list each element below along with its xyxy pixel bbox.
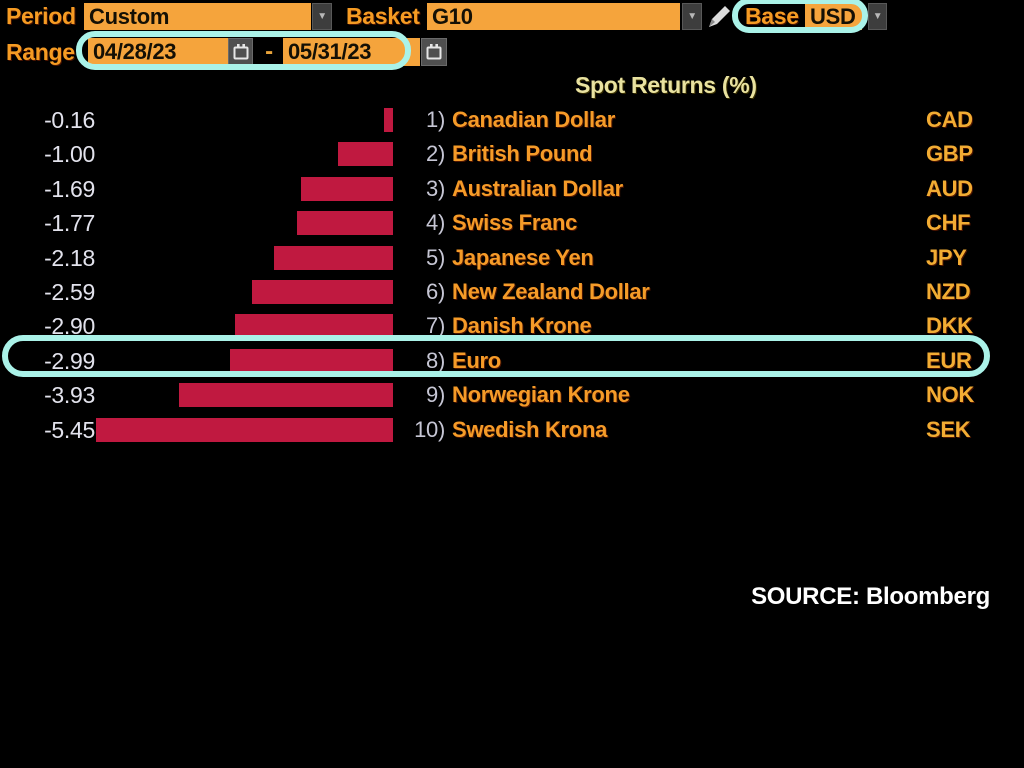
pencil-icon bbox=[709, 6, 730, 27]
basket-label: Basket bbox=[346, 3, 420, 29]
range-start-input[interactable]: 04/28/23 bbox=[88, 38, 228, 66]
chevron-down-icon: ▼ bbox=[872, 11, 883, 22]
currency-code: EUR bbox=[926, 348, 972, 373]
bar bbox=[235, 314, 393, 338]
currency-code: DKK bbox=[926, 313, 973, 338]
row-rank: 2) bbox=[426, 141, 445, 166]
chevron-down-icon: ▼ bbox=[317, 11, 327, 22]
chart-row-NOK[interactable]: -3.93 9) Norwegian Krone NOK bbox=[0, 379, 1024, 413]
currency-code: NOK bbox=[926, 382, 974, 407]
bar-value-label: -0.16 bbox=[44, 107, 95, 133]
base-label: Base bbox=[745, 3, 799, 29]
bar-value-label: -5.45 bbox=[44, 417, 95, 443]
bar-value-label: -1.00 bbox=[44, 141, 95, 167]
bar bbox=[274, 246, 393, 270]
range-label: Range bbox=[6, 39, 75, 65]
currency-name: Canadian Dollar bbox=[452, 107, 615, 132]
bar bbox=[297, 211, 393, 235]
bar-value-label: -2.90 bbox=[44, 313, 95, 339]
bar bbox=[338, 142, 393, 166]
currency-name: Japanese Yen bbox=[452, 245, 594, 270]
chart-row-CHF[interactable]: -1.77 4) Swiss Franc CHF bbox=[0, 207, 1024, 241]
chart-row-EUR[interactable]: -2.99 8) Euro EUR bbox=[0, 345, 1024, 379]
row-rank: 7) bbox=[426, 313, 445, 338]
bar bbox=[301, 177, 393, 201]
bar bbox=[384, 108, 393, 132]
chevron-down-icon: ▼ bbox=[687, 11, 697, 22]
currency-code: AUD bbox=[926, 176, 973, 201]
basket-input[interactable]: G10 bbox=[427, 3, 680, 30]
spot-returns-bar-chart: -0.16 1) Canadian Dollar CAD -1.00 2) Br… bbox=[0, 104, 1024, 454]
period-dropdown-button[interactable]: ▼ bbox=[312, 3, 332, 30]
row-rank: 1) bbox=[426, 107, 445, 132]
currency-name: Swedish Krona bbox=[452, 417, 608, 442]
chart-row-GBP[interactable]: -1.00 2) British Pound GBP bbox=[0, 138, 1024, 172]
basket-dropdown-button[interactable]: ▼ bbox=[682, 3, 702, 30]
bar bbox=[179, 383, 393, 407]
chart-row-JPY[interactable]: -2.18 5) Japanese Yen JPY bbox=[0, 242, 1024, 276]
chart-row-CAD[interactable]: -0.16 1) Canadian Dollar CAD bbox=[0, 104, 1024, 138]
currency-name: Swiss Franc bbox=[452, 210, 578, 235]
row-rank: 6) bbox=[426, 279, 445, 304]
currency-code: CHF bbox=[926, 210, 971, 235]
currency-name: Norwegian Krone bbox=[452, 382, 630, 407]
currency-name: British Pound bbox=[452, 141, 593, 166]
bar bbox=[96, 418, 393, 442]
bar bbox=[252, 280, 393, 304]
row-rank: 10) bbox=[414, 417, 445, 442]
row-rank: 3) bbox=[426, 176, 445, 201]
range-separator: - bbox=[265, 38, 273, 65]
base-input[interactable]: USD bbox=[805, 3, 862, 30]
calendar-icon bbox=[233, 44, 248, 60]
chart-row-NZD[interactable]: -2.59 6) New Zealand Dollar NZD bbox=[0, 276, 1024, 310]
source-note: SOURCE: Bloomberg bbox=[751, 583, 990, 610]
range-end-input[interactable]: 05/31/23 bbox=[283, 38, 420, 66]
bar-value-label: -2.99 bbox=[44, 348, 95, 374]
currency-code: SEK bbox=[926, 417, 971, 442]
currency-name: Danish Krone bbox=[452, 313, 592, 338]
currency-code: CAD bbox=[926, 107, 973, 132]
chart-row-DKK[interactable]: -2.90 7) Danish Krone DKK bbox=[0, 310, 1024, 344]
row-rank: 8) bbox=[426, 348, 445, 373]
bar-value-label: -2.59 bbox=[44, 279, 95, 305]
currency-name: Euro bbox=[452, 348, 501, 373]
range-end-calendar-button[interactable] bbox=[421, 38, 447, 66]
chart-row-SEK[interactable]: -5.45 10) Swedish Krona SEK bbox=[0, 414, 1024, 448]
row-rank: 4) bbox=[426, 210, 445, 235]
bar-value-label: -2.18 bbox=[44, 245, 95, 271]
currency-code: NZD bbox=[926, 279, 971, 304]
row-rank: 9) bbox=[426, 382, 445, 407]
period-label: Period bbox=[6, 3, 76, 29]
bar-value-label: -3.93 bbox=[44, 382, 95, 408]
chart-title: Spot Returns (%) bbox=[575, 72, 757, 98]
calendar-icon bbox=[426, 44, 442, 60]
edit-pencil-icon[interactable] bbox=[705, 2, 733, 30]
currency-code: JPY bbox=[926, 245, 967, 270]
period-input[interactable]: Custom bbox=[84, 3, 311, 30]
row-rank: 5) bbox=[426, 245, 445, 270]
currency-code: GBP bbox=[926, 141, 973, 166]
bar bbox=[230, 349, 393, 373]
bar-value-label: -1.77 bbox=[44, 210, 95, 236]
bar-value-label: -1.69 bbox=[44, 176, 95, 202]
currency-name: Australian Dollar bbox=[452, 176, 623, 201]
range-start-calendar-button[interactable] bbox=[228, 38, 253, 66]
chart-row-AUD[interactable]: -1.69 3) Australian Dollar AUD bbox=[0, 173, 1024, 207]
currency-name: New Zealand Dollar bbox=[452, 279, 650, 304]
base-dropdown-button[interactable]: ▼ bbox=[868, 3, 887, 30]
